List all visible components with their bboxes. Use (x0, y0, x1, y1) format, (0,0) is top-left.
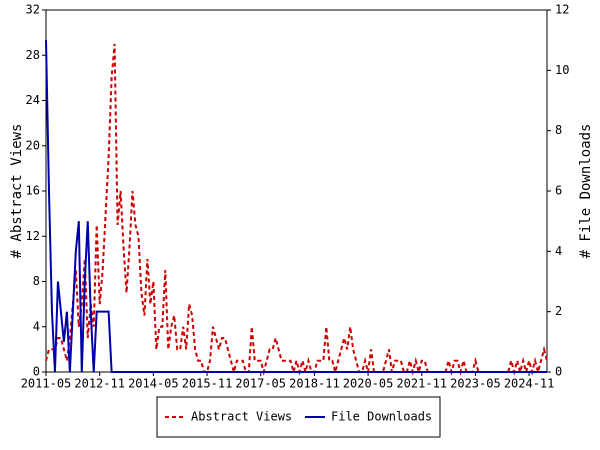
y2-axis-label: # File Downloads (578, 124, 594, 259)
y-tick-label: 20 (26, 138, 40, 152)
y-tick-label: 4 (33, 319, 40, 333)
y2-tick-label: 4 (555, 244, 562, 258)
y2-tick-label: 8 (555, 123, 562, 137)
y2-tick-label: 10 (555, 63, 569, 77)
y-tick-label: 8 (33, 274, 40, 288)
series-line (45, 40, 547, 373)
x-tick-label: 2021-11 (396, 377, 447, 391)
y-tick-label: 24 (26, 93, 40, 107)
y2-tick-label: 0 (555, 365, 562, 379)
x-tick-label: 2018-11 (289, 377, 340, 391)
x-tick-label: 2012-11 (74, 377, 125, 391)
x-tick-label: 2023-05 (450, 377, 501, 391)
x-tick-label: 2017-05 (235, 377, 286, 391)
legend-label: File Downloads (331, 410, 432, 424)
y-tick-label: 0 (33, 365, 40, 379)
series-line (45, 43, 548, 376)
legend (156, 396, 441, 438)
y-tick-label: 32 (26, 3, 40, 17)
y-tick-label: 28 (26, 48, 40, 62)
y-tick-label: 12 (26, 229, 40, 243)
y2-tick-label: 2 (555, 304, 562, 318)
x-tick-label: 2011-05 (21, 377, 72, 391)
y2-tick-label: 6 (555, 184, 562, 198)
y2-tick-label: 12 (555, 3, 569, 17)
x-tick-label: 2020-05 (343, 377, 394, 391)
y-axis-label: # Abstract Views (9, 124, 25, 259)
x-tick-label: 2014-05 (128, 377, 179, 391)
y-tick-label: 16 (26, 184, 40, 198)
x-tick-label: 2015-11 (182, 377, 233, 391)
legend-label: Abstract Views (191, 410, 292, 424)
x-tick-label: 2024-11 (504, 377, 555, 391)
